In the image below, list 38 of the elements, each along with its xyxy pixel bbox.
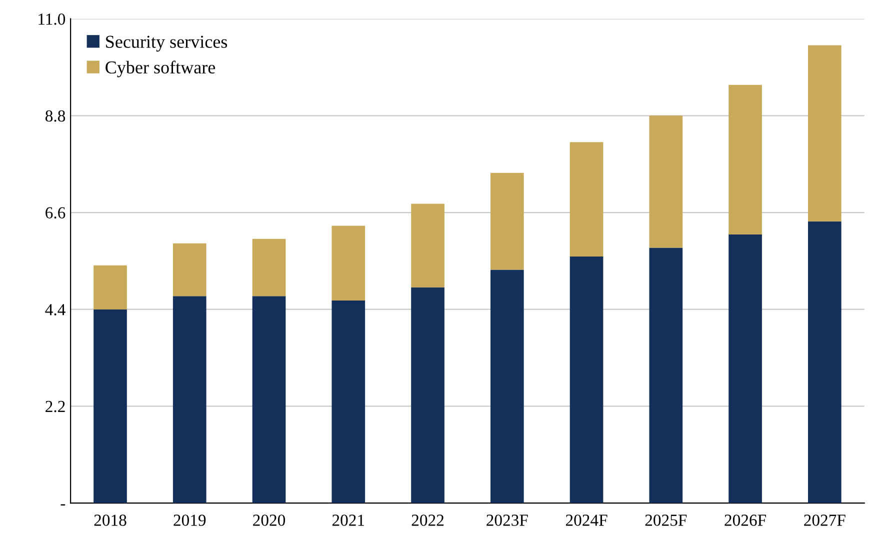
bar (252, 238, 286, 296)
bar (649, 248, 683, 504)
bar (94, 265, 127, 310)
bar (490, 270, 524, 504)
bar (570, 256, 604, 504)
legend-label: Security services (106, 36, 228, 52)
x-tick-label: 2022 (412, 514, 444, 526)
bar (728, 84, 762, 235)
legend-label: Cyber software (106, 60, 216, 78)
y-tick-label: 6.6 (46, 207, 66, 219)
y-tick-label: 11.0 (38, 14, 66, 25)
x-tick-label: 2027F (804, 514, 846, 526)
bar (172, 296, 206, 504)
y-tick-label: 4.4 (45, 304, 66, 316)
bar (411, 287, 444, 504)
x-tick-label: 2023F (486, 514, 528, 526)
bar (570, 142, 604, 257)
bar (332, 226, 366, 301)
x-tick-label: 2024F (566, 514, 608, 526)
x-tick-label: 2020 (253, 514, 286, 526)
x-tick-label: 2025F (645, 514, 687, 526)
x-tick-label: 2026F (724, 514, 766, 526)
bar (490, 172, 524, 270)
x-tick-label: 2021 (332, 514, 364, 526)
y-tick-label: 8.8 (46, 110, 66, 122)
bar (332, 300, 366, 504)
x-tick-label: 2019 (174, 514, 206, 526)
bar (411, 204, 444, 288)
x-tick-label: 2018 (94, 514, 126, 526)
bar (808, 221, 842, 504)
bar (172, 243, 206, 296)
bar (649, 116, 683, 248)
bar (94, 309, 127, 504)
y-tick-label: 2.2 (46, 400, 65, 412)
bar (728, 234, 762, 504)
bar (252, 296, 286, 504)
y-tick-label: - (60, 504, 66, 506)
bar (808, 45, 842, 222)
